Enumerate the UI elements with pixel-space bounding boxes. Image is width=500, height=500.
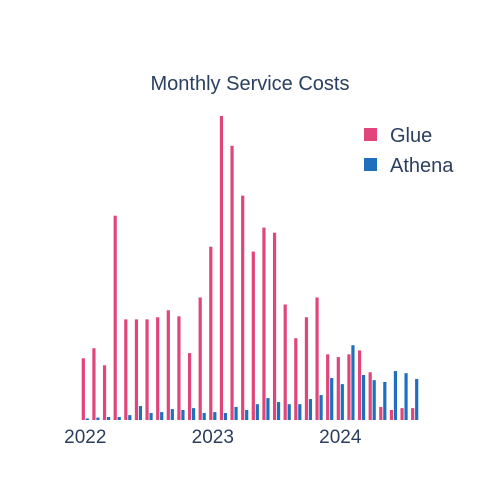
- bar-glue-2022-02: [92, 348, 96, 420]
- bar-athena-2023-01: [213, 412, 217, 420]
- bar-glue-2023-04: [241, 195, 245, 420]
- bar-athena-2023-04: [245, 409, 249, 420]
- bar-glue-2023-07: [272, 232, 277, 420]
- bar-glue-2022-07: [145, 319, 149, 420]
- bars-layer: [81, 116, 419, 421]
- bar-athena-2022-02: [96, 417, 100, 420]
- bar-athena-2022-09: [170, 409, 174, 420]
- bar-glue-2023-12: [326, 354, 330, 420]
- bar-athena-2022-01: [85, 418, 89, 420]
- legend-swatch-athena[interactable]: [364, 158, 377, 171]
- bar-glue-2023-08: [283, 304, 287, 420]
- bar-athena-2024-04: [372, 380, 376, 420]
- bar-athena-2022-08: [160, 412, 164, 420]
- bar-glue-2024-05: [379, 406, 383, 420]
- bar-glue-2023-02: [219, 116, 224, 420]
- bar-athena-2023-12: [330, 378, 334, 420]
- bar-athena-2022-04: [117, 416, 121, 420]
- chart-title: Monthly Service Costs: [151, 73, 350, 95]
- bar-glue-2024-04: [368, 372, 372, 420]
- bar-athena-2023-10: [308, 399, 313, 420]
- bar-athena-2023-02: [223, 413, 228, 420]
- bar-athena-2022-07: [149, 413, 153, 420]
- bar-athena-2024-06: [393, 371, 398, 420]
- bar-glue-2022-04: [113, 215, 117, 420]
- bar-athena-2022-05: [128, 415, 132, 420]
- bar-glue-2022-03: [102, 365, 107, 420]
- bar-glue-2023-11: [315, 297, 319, 420]
- bar-glue-2024-08: [411, 408, 415, 420]
- bar-athena-2023-03: [234, 406, 238, 420]
- bar-glue-2022-06: [134, 319, 139, 420]
- bar-athena-2024-01: [340, 384, 344, 420]
- bar-glue-2023-06: [262, 227, 266, 420]
- bar-glue-2024-03: [357, 350, 362, 420]
- bar-glue-2023-10: [304, 317, 309, 420]
- bar-athena-2022-06: [138, 406, 143, 420]
- bar-athena-2022-10: [181, 409, 185, 420]
- bar-glue-2022-08: [156, 317, 160, 420]
- bar-athena-2024-07: [404, 373, 408, 420]
- bar-glue-2024-02: [347, 354, 351, 420]
- bar-glue-2023-01: [209, 246, 213, 420]
- x-tick-2022: 2022: [64, 427, 106, 448]
- bar-athena-2023-05: [255, 404, 259, 420]
- bar-glue-2024-06: [389, 409, 394, 420]
- bar-glue-2022-11: [187, 353, 192, 420]
- bar-athena-2022-11: [191, 408, 196, 420]
- bar-glue-2023-05: [251, 251, 255, 420]
- bar-athena-2023-09: [298, 404, 302, 420]
- legend: Glue Athena: [364, 125, 454, 177]
- legend-swatch-glue[interactable]: [364, 128, 377, 141]
- bar-glue-2023-03: [230, 145, 234, 421]
- bar-athena-2022-03: [106, 416, 111, 420]
- bar-glue-2022-05: [124, 319, 128, 420]
- legend-label-athena[interactable]: Athena: [390, 155, 454, 177]
- x-axis: 2022 2023 2024: [64, 427, 362, 448]
- bar-glue-2022-09: [166, 310, 170, 420]
- bar-athena-2023-08: [287, 404, 291, 420]
- bar-athena-2023-06: [266, 398, 270, 420]
- bar-athena-2024-08: [415, 378, 419, 420]
- bar-glue-2024-01: [336, 357, 340, 420]
- bar-athena-2022-12: [202, 413, 206, 420]
- bar-glue-2024-07: [400, 408, 404, 420]
- bar-athena-2023-07: [276, 402, 281, 420]
- bar-glue-2022-01: [81, 358, 85, 420]
- bar-athena-2023-11: [319, 395, 323, 420]
- x-tick-2024: 2024: [319, 427, 362, 448]
- bar-glue-2023-09: [294, 338, 298, 420]
- bar-glue-2022-12: [198, 297, 202, 420]
- bar-athena-2024-02: [351, 345, 355, 420]
- bar-athena-2024-03: [361, 375, 366, 420]
- bar-athena-2024-05: [383, 382, 387, 420]
- x-tick-2023: 2023: [192, 427, 234, 448]
- bar-glue-2022-10: [177, 316, 181, 420]
- legend-label-glue[interactable]: Glue: [390, 125, 432, 147]
